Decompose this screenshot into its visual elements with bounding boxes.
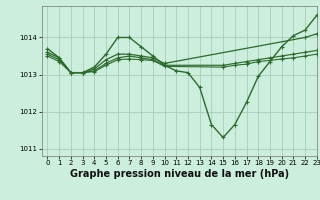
X-axis label: Graphe pression niveau de la mer (hPa): Graphe pression niveau de la mer (hPa) bbox=[70, 169, 289, 179]
